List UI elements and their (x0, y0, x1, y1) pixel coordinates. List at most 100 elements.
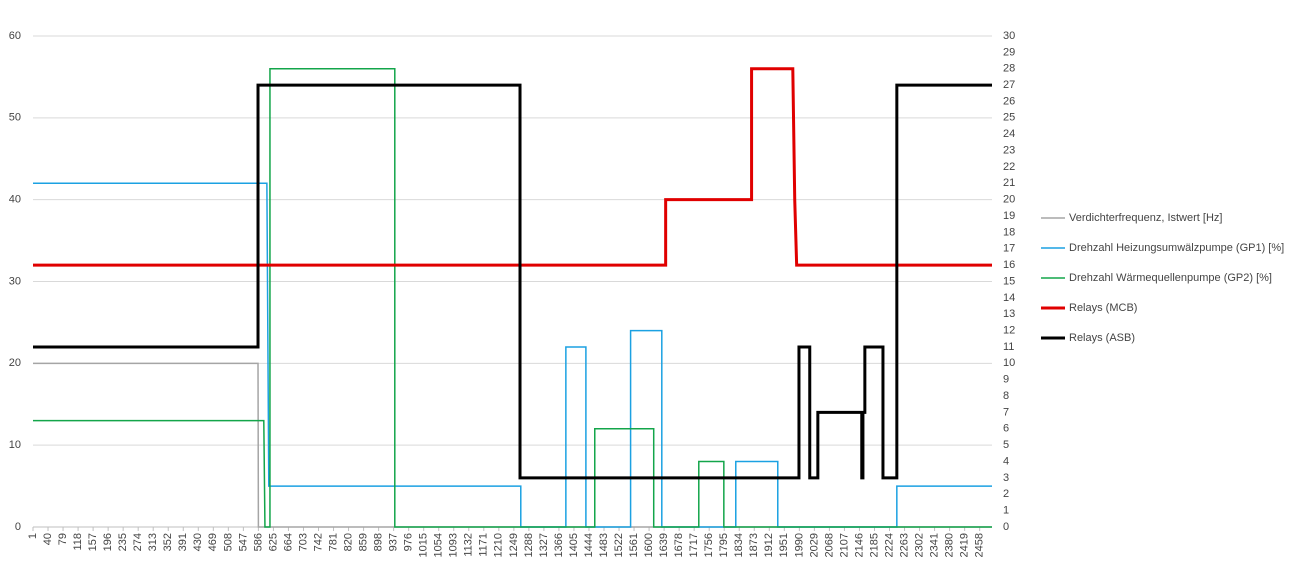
x-tick-label: 1483 (598, 533, 610, 557)
y2-tick-label: 4 (1003, 455, 1009, 467)
x-tick-label: 664 (282, 533, 294, 551)
x-tick-label: 1795 (718, 533, 730, 557)
x-tick-label: 2263 (898, 533, 910, 557)
y2-tick-label: 19 (1003, 210, 1015, 222)
y2-tick-label: 13 (1003, 308, 1015, 320)
x-tick-label: 976 (403, 533, 415, 551)
legend-label: Drehzahl Wärmequellenpumpe (GP2) [%] (1069, 272, 1272, 284)
x-tick-label: 1405 (568, 533, 580, 557)
x-tick-label: 2302 (913, 533, 925, 557)
y2-tick-label: 3 (1003, 472, 1009, 484)
y2-tick-label: 26 (1003, 95, 1015, 107)
x-tick-label: 274 (132, 533, 144, 551)
x-tick-label: 625 (267, 533, 279, 551)
x-tick-label: 586 (252, 533, 264, 551)
y2-tick-label: 23 (1003, 144, 1015, 156)
y2-tick-label: 10 (1003, 357, 1015, 369)
x-tick-label: 1015 (418, 533, 430, 557)
x-tick-label: 2380 (944, 533, 956, 557)
y-tick-label: 30 (9, 275, 21, 287)
y2-tick-label: 25 (1003, 112, 1015, 124)
x-tick-label: 157 (87, 533, 99, 551)
x-tick-label: 2224 (883, 533, 895, 557)
x-tick-label: 430 (192, 533, 204, 551)
y2-tick-label: 15 (1003, 275, 1015, 287)
x-tick-label: 391 (177, 533, 189, 551)
legend-label: Relays (ASB) (1069, 332, 1135, 344)
y2-tick-label: 6 (1003, 423, 1009, 435)
x-tick-label: 2341 (928, 533, 940, 557)
x-tick-label: 2419 (959, 533, 971, 557)
y2-tick-label: 16 (1003, 259, 1015, 271)
x-tick-label: 1522 (613, 533, 625, 557)
x-tick-label: 859 (357, 533, 369, 551)
x-tick-label: 196 (102, 533, 114, 551)
x-tick-label: 1678 (673, 533, 685, 557)
x-tick-label: 313 (147, 533, 159, 551)
x-tick-label: 1288 (523, 533, 535, 557)
y2-tick-label: 7 (1003, 406, 1009, 418)
x-tick-label: 352 (162, 533, 174, 551)
y2-tick-label: 0 (1003, 521, 1009, 533)
x-tick-label: 742 (312, 533, 324, 551)
x-tick-label: 1873 (748, 533, 760, 557)
x-tick-label: 1639 (658, 533, 670, 557)
x-tick-label: 1327 (538, 533, 550, 557)
x-tick-label: 1171 (478, 533, 490, 557)
y2-tick-label: 27 (1003, 79, 1015, 91)
y2-tick-label: 21 (1003, 177, 1015, 189)
x-tick-label: 703 (297, 533, 309, 551)
y2-tick-label: 30 (1003, 30, 1015, 42)
x-tick-label: 1990 (793, 533, 805, 557)
x-tick-label: 820 (342, 533, 354, 551)
y-tick-label: 20 (9, 357, 21, 369)
x-tick-label: 40 (42, 533, 54, 545)
y2-tick-label: 9 (1003, 374, 1009, 386)
legend-label: Relays (MCB) (1069, 302, 1137, 314)
y-tick-label: 60 (9, 30, 21, 42)
x-tick-label: 1093 (448, 533, 460, 557)
y2-tick-label: 14 (1003, 292, 1015, 304)
x-tick-label: 1561 (628, 533, 640, 557)
y2-tick-label: 8 (1003, 390, 1009, 402)
y2-tick-label: 24 (1003, 128, 1015, 140)
y2-tick-label: 1 (1003, 505, 1009, 517)
x-tick-label: 118 (72, 533, 84, 551)
y-tick-label: 40 (9, 194, 21, 206)
x-tick-label: 1951 (778, 533, 790, 557)
x-tick-label: 1210 (493, 533, 505, 557)
y-tick-label: 50 (9, 112, 21, 124)
x-tick-label: 469 (207, 533, 219, 551)
series-line (33, 182, 992, 528)
x-tick-label: 547 (237, 533, 249, 551)
y2-tick-label: 18 (1003, 226, 1015, 238)
y-tick-label: 0 (15, 521, 21, 533)
y2-tick-label: 22 (1003, 161, 1015, 173)
y2-tick-label: 29 (1003, 46, 1015, 58)
x-tick-label: 1834 (733, 533, 745, 557)
x-tick-label: 79 (57, 533, 69, 545)
x-tick-label: 1366 (553, 533, 565, 557)
x-tick-label: 1600 (643, 533, 655, 557)
x-tick-label: 508 (222, 533, 234, 551)
x-tick-label: 937 (388, 533, 400, 551)
series-line (33, 67, 992, 267)
x-tick-label: 1912 (763, 533, 775, 557)
x-tick-label: 1249 (508, 533, 520, 557)
legend-label: Verdichterfrequenz, Istwert [Hz] (1069, 212, 1222, 224)
y2-tick-label: 28 (1003, 63, 1015, 75)
x-tick-label: 2146 (853, 533, 865, 557)
x-tick-label: 2107 (838, 533, 850, 557)
legend-label: Drehzahl Heizungsumwälzpumpe (GP1) [%] (1069, 242, 1284, 254)
y2-tick-label: 17 (1003, 243, 1015, 255)
x-tick-label: 1054 (433, 533, 445, 557)
y2-tick-label: 5 (1003, 439, 1009, 451)
x-tick-label: 1 (27, 533, 39, 539)
x-tick-label: 1444 (583, 533, 595, 557)
series-line (33, 83, 992, 480)
x-tick-label: 2185 (868, 533, 880, 557)
x-tick-label: 1132 (463, 533, 475, 557)
x-tick-label: 2029 (808, 533, 820, 557)
y2-tick-label: 12 (1003, 325, 1015, 337)
